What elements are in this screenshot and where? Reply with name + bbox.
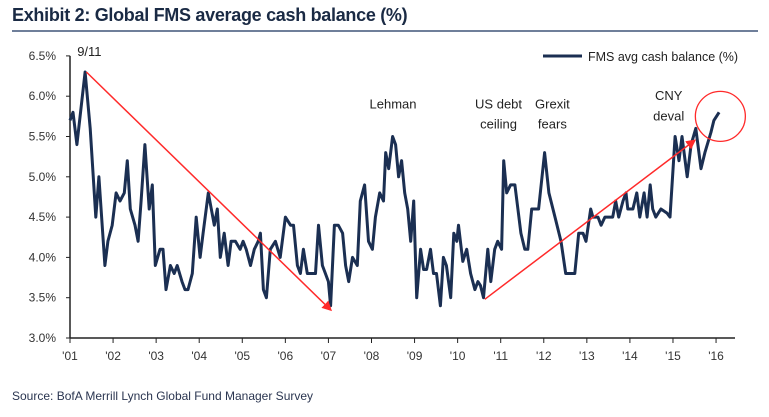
highlight-circle xyxy=(694,90,747,142)
annotation-label: Grexit xyxy=(535,96,570,111)
legend-label: FMS avg cash balance (%) xyxy=(588,50,738,64)
x-tick-label: '07 xyxy=(321,349,337,363)
x-tick-label: '06 xyxy=(278,349,294,363)
y-tick-label: 6.0% xyxy=(29,89,57,103)
x-tick-label: '10 xyxy=(450,349,466,363)
source-note: Source: BofA Merrill Lynch Global Fund M… xyxy=(12,389,314,403)
chart-title: Exhibit 2: Global FMS average cash balan… xyxy=(12,5,408,25)
annotation-label: US debt xyxy=(475,96,522,111)
y-tick-label: 4.0% xyxy=(29,250,57,264)
title-divider xyxy=(12,30,758,32)
y-tick-label: 6.5% xyxy=(29,49,57,63)
x-tick-label: '09 xyxy=(407,349,423,363)
x-tick-label: '01 xyxy=(62,349,78,363)
annotation-label: fears xyxy=(538,116,567,131)
y-tick-label: 5.0% xyxy=(29,170,57,184)
annotation-label: Lehman xyxy=(370,96,417,111)
annotation-label: ceiling xyxy=(480,116,517,131)
x-tick-label: '16 xyxy=(708,349,724,363)
x-tick-label: '13 xyxy=(579,349,595,363)
x-tick-label: '08 xyxy=(364,349,380,363)
x-tick-label: '14 xyxy=(622,349,638,363)
x-tick-label: '11 xyxy=(493,349,508,363)
x-tick-label: '04 xyxy=(191,349,207,363)
y-tick-label: 4.5% xyxy=(29,210,57,224)
x-tick-label: '05 xyxy=(234,349,250,363)
annotation-label: 9/11 xyxy=(77,44,101,59)
trend-arrow xyxy=(484,139,697,300)
y-tick-label: 3.5% xyxy=(29,291,57,305)
x-tick-label: '12 xyxy=(536,349,552,363)
trend-arrow xyxy=(85,71,333,312)
annotation-label: deval xyxy=(653,108,684,123)
x-tick-label: '02 xyxy=(105,349,121,363)
legend: FMS avg cash balance (%) xyxy=(543,50,738,64)
y-tick-label: 5.5% xyxy=(29,130,57,144)
x-tick-label: '03 xyxy=(148,349,164,363)
x-tick-label: '15 xyxy=(665,349,681,363)
annotation-label: CNY xyxy=(655,88,683,103)
y-tick-label: 3.0% xyxy=(29,331,57,345)
